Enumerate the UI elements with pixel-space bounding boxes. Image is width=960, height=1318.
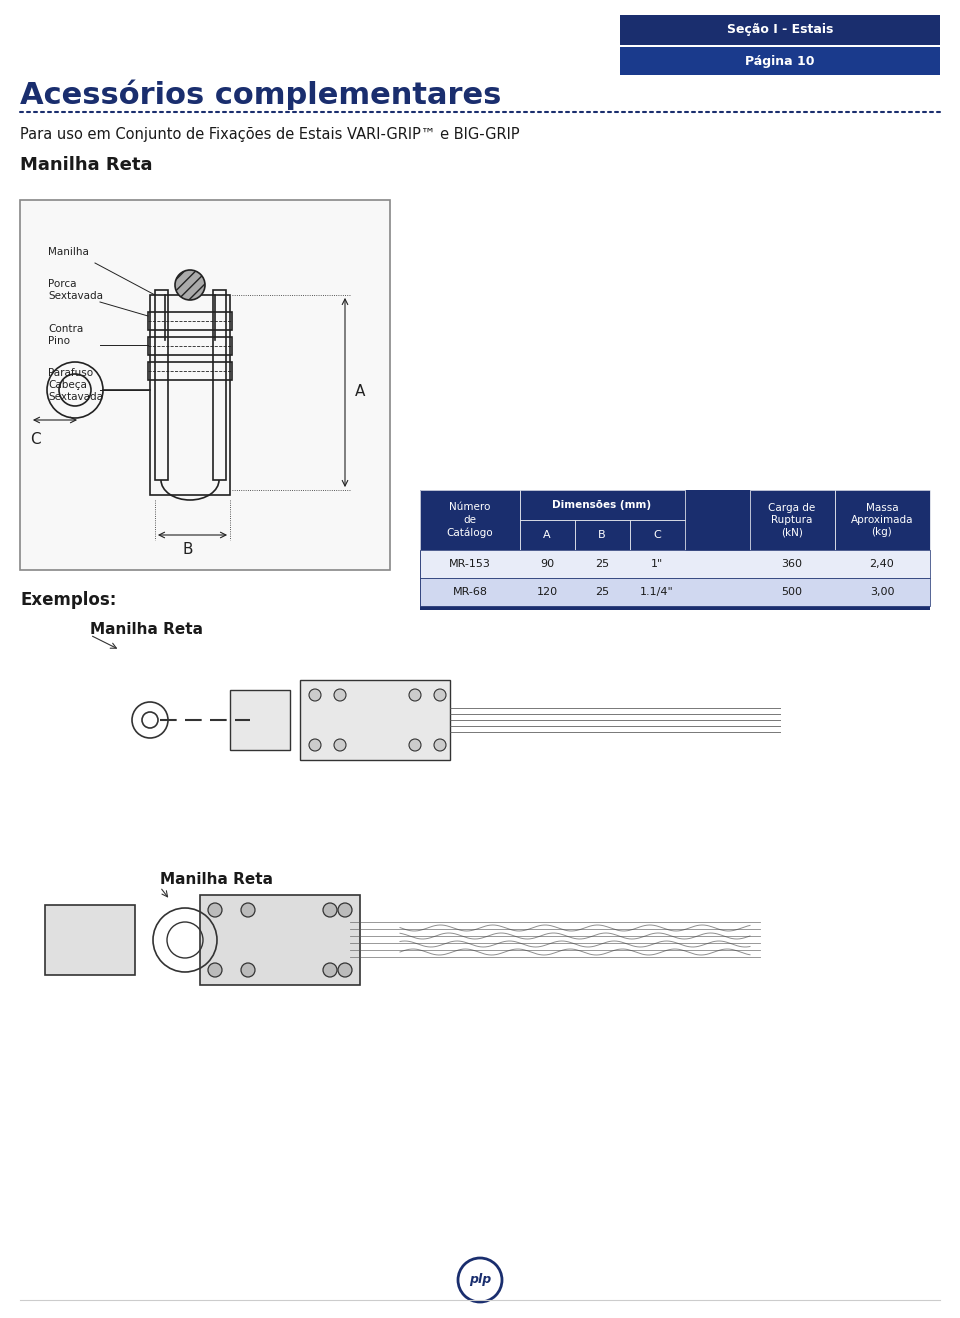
Text: 25: 25 <box>595 587 609 597</box>
Text: 3,00: 3,00 <box>870 587 895 597</box>
Circle shape <box>338 903 352 917</box>
Bar <box>630 521 685 550</box>
Circle shape <box>434 739 446 751</box>
Text: Contra
Pino: Contra Pino <box>48 324 84 347</box>
Bar <box>148 337 232 355</box>
Circle shape <box>67 912 83 928</box>
Text: Para uso em Conjunto de Fixações de Estais VARI-GRIP™ e BIG-GRIP: Para uso em Conjunto de Fixações de Esta… <box>20 128 519 142</box>
Text: C: C <box>653 530 660 540</box>
Text: 2,40: 2,40 <box>870 559 895 569</box>
Text: Manilha: Manilha <box>48 246 89 257</box>
Text: Seção I - Estais: Seção I - Estais <box>727 24 833 37</box>
Text: B: B <box>182 543 193 558</box>
Text: 90: 90 <box>540 559 554 569</box>
Text: 360: 360 <box>781 559 803 569</box>
Text: 25: 25 <box>595 559 609 569</box>
Bar <box>150 295 230 496</box>
Text: Massa
Aproximada
(kg): Massa Aproximada (kg) <box>851 502 913 538</box>
Text: 120: 120 <box>537 587 558 597</box>
Circle shape <box>175 270 205 301</box>
Bar <box>230 691 290 750</box>
Text: Manilha Reta: Manilha Reta <box>160 873 273 887</box>
Circle shape <box>323 963 337 977</box>
Circle shape <box>47 912 63 928</box>
Circle shape <box>334 739 346 751</box>
Bar <box>148 362 232 380</box>
Text: A: A <box>543 530 551 540</box>
Bar <box>45 905 135 975</box>
Circle shape <box>87 932 103 948</box>
Text: Acessórios complementares: Acessórios complementares <box>20 80 501 111</box>
Circle shape <box>338 963 352 977</box>
Bar <box>200 895 360 985</box>
Circle shape <box>208 963 222 977</box>
Text: C: C <box>30 432 40 448</box>
Circle shape <box>208 903 222 917</box>
Text: Exemplos:: Exemplos: <box>20 590 116 609</box>
Circle shape <box>309 739 321 751</box>
Text: Manilha Reta: Manilha Reta <box>20 156 153 174</box>
Circle shape <box>458 1257 502 1302</box>
Bar <box>520 521 575 550</box>
Circle shape <box>67 952 83 967</box>
FancyBboxPatch shape <box>620 47 940 75</box>
Circle shape <box>334 689 346 701</box>
Circle shape <box>323 903 337 917</box>
Bar <box>420 550 930 579</box>
Text: MR-68: MR-68 <box>452 587 488 597</box>
Circle shape <box>434 689 446 701</box>
Bar <box>420 490 930 610</box>
Bar <box>420 490 520 550</box>
Bar <box>155 290 168 480</box>
Bar <box>575 521 630 550</box>
Text: plp: plp <box>468 1273 492 1286</box>
Text: Carga de
Ruptura
(kN): Carga de Ruptura (kN) <box>768 502 816 538</box>
Text: Parafuso
Cabeça
Sextavada: Parafuso Cabeça Sextavada <box>48 368 103 402</box>
Text: A: A <box>355 385 366 399</box>
Text: 500: 500 <box>781 587 803 597</box>
Circle shape <box>87 912 103 928</box>
Circle shape <box>47 952 63 967</box>
Bar <box>213 290 226 480</box>
Text: Dimensões (mm): Dimensões (mm) <box>552 500 652 510</box>
Bar <box>20 200 390 569</box>
Circle shape <box>87 952 103 967</box>
Bar <box>835 490 930 550</box>
Circle shape <box>241 963 255 977</box>
Text: MR-153: MR-153 <box>449 559 491 569</box>
Text: Manilha Reta: Manilha Reta <box>90 622 203 638</box>
Text: 1.1/4": 1.1/4" <box>640 587 674 597</box>
Text: Página 10: Página 10 <box>745 54 815 67</box>
FancyBboxPatch shape <box>620 14 940 45</box>
Circle shape <box>409 739 421 751</box>
Circle shape <box>309 689 321 701</box>
Bar <box>420 579 930 606</box>
Circle shape <box>67 932 83 948</box>
Bar <box>148 312 232 330</box>
Bar <box>520 490 685 521</box>
Text: 1": 1" <box>651 559 663 569</box>
Circle shape <box>47 932 63 948</box>
Bar <box>300 680 450 760</box>
Text: B: B <box>598 530 606 540</box>
Bar <box>750 490 835 550</box>
Circle shape <box>409 689 421 701</box>
Text: Número
de
Catálogo: Número de Catálogo <box>446 502 493 538</box>
Text: Porca
Sextavada: Porca Sextavada <box>48 279 103 302</box>
Circle shape <box>241 903 255 917</box>
